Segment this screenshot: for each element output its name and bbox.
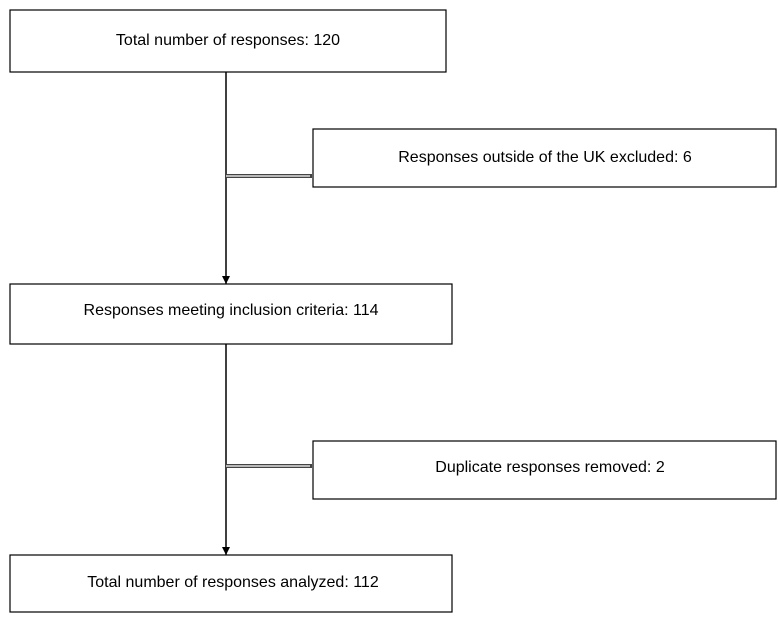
node-box [9, 9, 447, 73]
node-box [312, 128, 777, 188]
node-label: Total number of responses analyzed: 112 [87, 574, 379, 591]
node-box [9, 554, 453, 613]
node-box [312, 440, 777, 500]
node-label: Responses outside of the UK excluded: 6 [398, 149, 692, 166]
node-label: Responses meeting inclusion criteria: 11… [84, 302, 379, 319]
node-label: Total number of responses: 120 [116, 32, 340, 49]
node-label: Duplicate responses removed: 2 [435, 459, 665, 476]
node-box [9, 283, 453, 345]
